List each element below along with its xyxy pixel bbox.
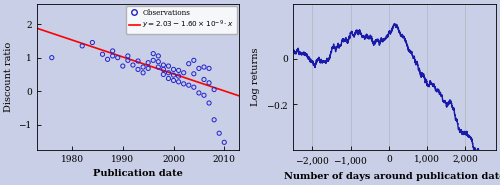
Point: [174, 69, 182, 72]
Point: [170, 68, 177, 71]
Point: [160, 73, 168, 76]
Point: [164, 77, 172, 80]
Point: [184, 84, 192, 87]
Legend: Observations, $y = 2.03 - 1.60 \times 10^{-9} \cdot x$: Observations, $y = 2.03 - 1.60 \times 10…: [126, 6, 238, 34]
Point: [144, 67, 152, 70]
Point: [200, 65, 208, 68]
Point: [154, 65, 162, 68]
Point: [104, 58, 112, 61]
Point: [170, 79, 177, 82]
Point: [205, 67, 213, 70]
Point: [215, 132, 223, 135]
Point: [98, 53, 106, 56]
Point: [210, 88, 218, 91]
Point: [174, 80, 182, 83]
Point: [124, 59, 132, 62]
Point: [164, 65, 172, 68]
Point: [205, 81, 213, 84]
Point: [160, 64, 168, 67]
Point: [139, 71, 147, 74]
Point: [170, 74, 177, 77]
Point: [190, 86, 198, 89]
Point: [139, 65, 147, 68]
Point: [174, 75, 182, 78]
X-axis label: Publication date: Publication date: [93, 169, 183, 179]
Point: [190, 59, 198, 62]
Point: [129, 64, 137, 67]
Point: [195, 67, 203, 70]
Point: [220, 141, 228, 144]
Point: [108, 55, 116, 58]
Point: [164, 71, 172, 74]
Point: [88, 41, 96, 44]
Point: [190, 72, 198, 75]
Y-axis label: Discount ratio: Discount ratio: [4, 42, 13, 112]
Point: [134, 68, 142, 71]
Point: [149, 52, 157, 55]
Point: [184, 62, 192, 65]
Point: [144, 61, 152, 64]
Point: [48, 56, 56, 59]
Point: [149, 59, 157, 62]
Point: [205, 102, 213, 105]
Point: [200, 94, 208, 97]
Point: [124, 55, 132, 58]
Point: [160, 68, 168, 71]
Point: [134, 60, 142, 63]
Point: [119, 65, 127, 68]
Point: [180, 71, 188, 74]
Y-axis label: Log returns: Log returns: [251, 48, 260, 106]
Point: [78, 44, 86, 47]
Point: [114, 56, 122, 59]
Point: [108, 49, 116, 52]
Point: [154, 60, 162, 63]
X-axis label: Number of days around publication date: Number of days around publication date: [284, 172, 500, 181]
Point: [210, 118, 218, 121]
Point: [180, 82, 188, 85]
Point: [200, 78, 208, 81]
Point: [154, 55, 162, 58]
Point: [195, 91, 203, 94]
